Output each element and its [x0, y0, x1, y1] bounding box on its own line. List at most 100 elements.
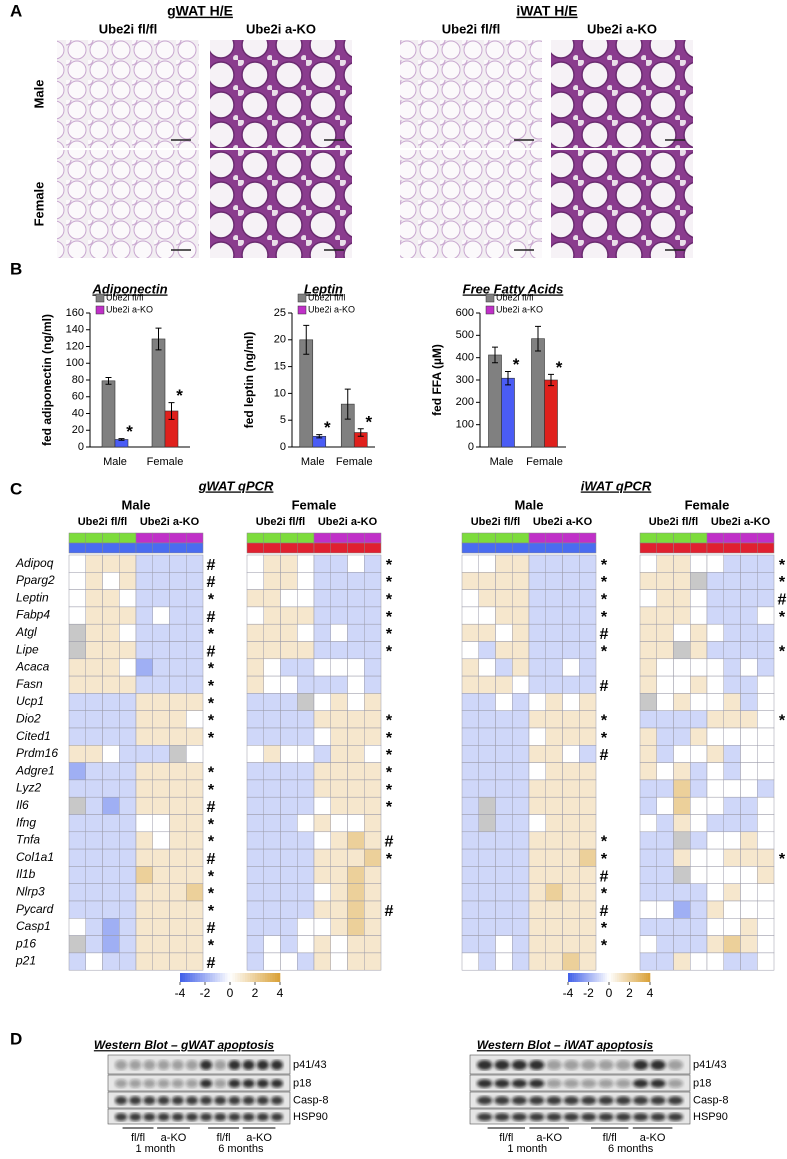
- blot-band: [633, 1096, 649, 1105]
- significance-mark: *: [779, 574, 786, 591]
- y-tick-label: 600: [456, 307, 474, 319]
- heatmap-cell: [102, 710, 120, 729]
- blot-band: [115, 1096, 128, 1105]
- heatmap-cell: [119, 866, 137, 884]
- heatmap-cell: [85, 779, 103, 798]
- heatmap-cell: [135, 831, 153, 850]
- heatmap-cell: [119, 935, 137, 954]
- heatmap-cell: [673, 572, 691, 590]
- heatmap-cell: [478, 883, 496, 902]
- heatmap-cell: [757, 848, 775, 867]
- column-label: Ube2i a-KO: [246, 21, 316, 36]
- blot-band: [143, 1096, 156, 1105]
- heatmap-cell: [263, 883, 281, 902]
- age-label: 6 months: [218, 1143, 264, 1154]
- sex-bar: [68, 542, 86, 554]
- colorbar-step: [633, 973, 636, 982]
- y-tick-label: 300: [456, 374, 474, 386]
- blot-band: [228, 1079, 241, 1088]
- blot-band: [477, 1079, 493, 1088]
- blot-band: [494, 1079, 510, 1088]
- heatmap-cell: [135, 623, 153, 642]
- heatmap-cell: [280, 675, 298, 694]
- heatmap-cell: [280, 572, 298, 590]
- heatmap-cell: [102, 918, 120, 936]
- heatmap-cell: [347, 762, 365, 781]
- heatmap-cell: [85, 658, 103, 677]
- blot-strip: [469, 1108, 691, 1125]
- heatmap-cell: [135, 762, 153, 781]
- error-bar: [344, 388, 351, 420]
- heatmap-cell: [690, 796, 708, 815]
- blot-band: [581, 1060, 597, 1070]
- heatmap-cell: [545, 796, 563, 815]
- heatmap-cell: [186, 814, 204, 833]
- significance-mark: *: [208, 661, 215, 678]
- heatmap-cell: [461, 935, 479, 954]
- heatmap-cell: [152, 918, 170, 936]
- heatmap-cell: [512, 606, 530, 625]
- sex-label: Male: [122, 497, 151, 512]
- group-bar: [85, 532, 103, 544]
- heatmap-cell: [740, 900, 758, 919]
- heatmap-cell: [478, 831, 496, 850]
- significance-mark: #: [600, 626, 609, 643]
- blot-band: [581, 1079, 597, 1088]
- legend-label: Ube2i fl/fl: [106, 292, 144, 302]
- heatmap-cell: [246, 641, 264, 660]
- heatmap-cell: [478, 658, 496, 677]
- colorbar-step: [592, 973, 595, 982]
- heatmap-cell: [656, 589, 674, 608]
- heatmap-cell: [152, 745, 170, 763]
- heatmap-cell: [478, 623, 496, 642]
- heatmap-cell: [723, 900, 741, 919]
- heatmap-cell: [85, 814, 103, 833]
- bar: [101, 380, 116, 448]
- heatmap-cell: [85, 693, 103, 711]
- missing-cell: [673, 831, 691, 850]
- heatmap-cell: [364, 935, 382, 954]
- sex-bar: [740, 542, 758, 554]
- heatmap-cell: [263, 848, 281, 867]
- heatmap-cell: [135, 693, 153, 711]
- colorbar-step: [242, 973, 246, 982]
- colorbar-step: [617, 973, 620, 982]
- heatmap-cell: [461, 796, 479, 815]
- heatmap-cell: [152, 675, 170, 694]
- significance-mark: *: [208, 782, 215, 799]
- heatmap-cell: [347, 952, 365, 971]
- heatmap-cell: [347, 727, 365, 746]
- gene-label: p16: [15, 936, 36, 950]
- heatmap-cell: [545, 554, 563, 573]
- blot-band: [200, 1096, 213, 1105]
- heatmap-cell: [545, 762, 563, 781]
- heatmap-cell: [723, 658, 741, 677]
- heatmap-cell: [740, 641, 758, 660]
- heatmap-cell: [512, 796, 530, 815]
- error-bar: [357, 428, 364, 437]
- group-label: Ube2i fl/fl: [649, 516, 699, 528]
- heatmap-cell: [545, 693, 563, 711]
- blot-band: [157, 1096, 170, 1105]
- heatmap-cell: [723, 918, 741, 936]
- heatmap-cell: [706, 693, 724, 711]
- y-tick-label: 0: [280, 441, 286, 453]
- heatmap-cell: [461, 779, 479, 798]
- heatmap-cell: [119, 658, 137, 677]
- blot-band: [129, 1113, 142, 1121]
- heatmap-cell: [706, 589, 724, 608]
- heatmap-cell: [495, 883, 513, 902]
- bar: [531, 338, 545, 448]
- heatmap-cell: [68, 727, 86, 746]
- heatmap-cell: [330, 883, 348, 902]
- heatmap-cell: [135, 727, 153, 746]
- blot-band: [511, 1079, 527, 1088]
- heatmap-cell: [119, 883, 137, 902]
- heatmap-cell: [495, 675, 513, 694]
- heatmap-cell: [757, 796, 775, 815]
- heatmap-cell: [169, 848, 187, 867]
- heatmap-cell: [461, 572, 479, 590]
- heatmap-cell: [347, 710, 365, 729]
- significance-mark: #: [207, 955, 216, 972]
- group-bar: [740, 532, 758, 544]
